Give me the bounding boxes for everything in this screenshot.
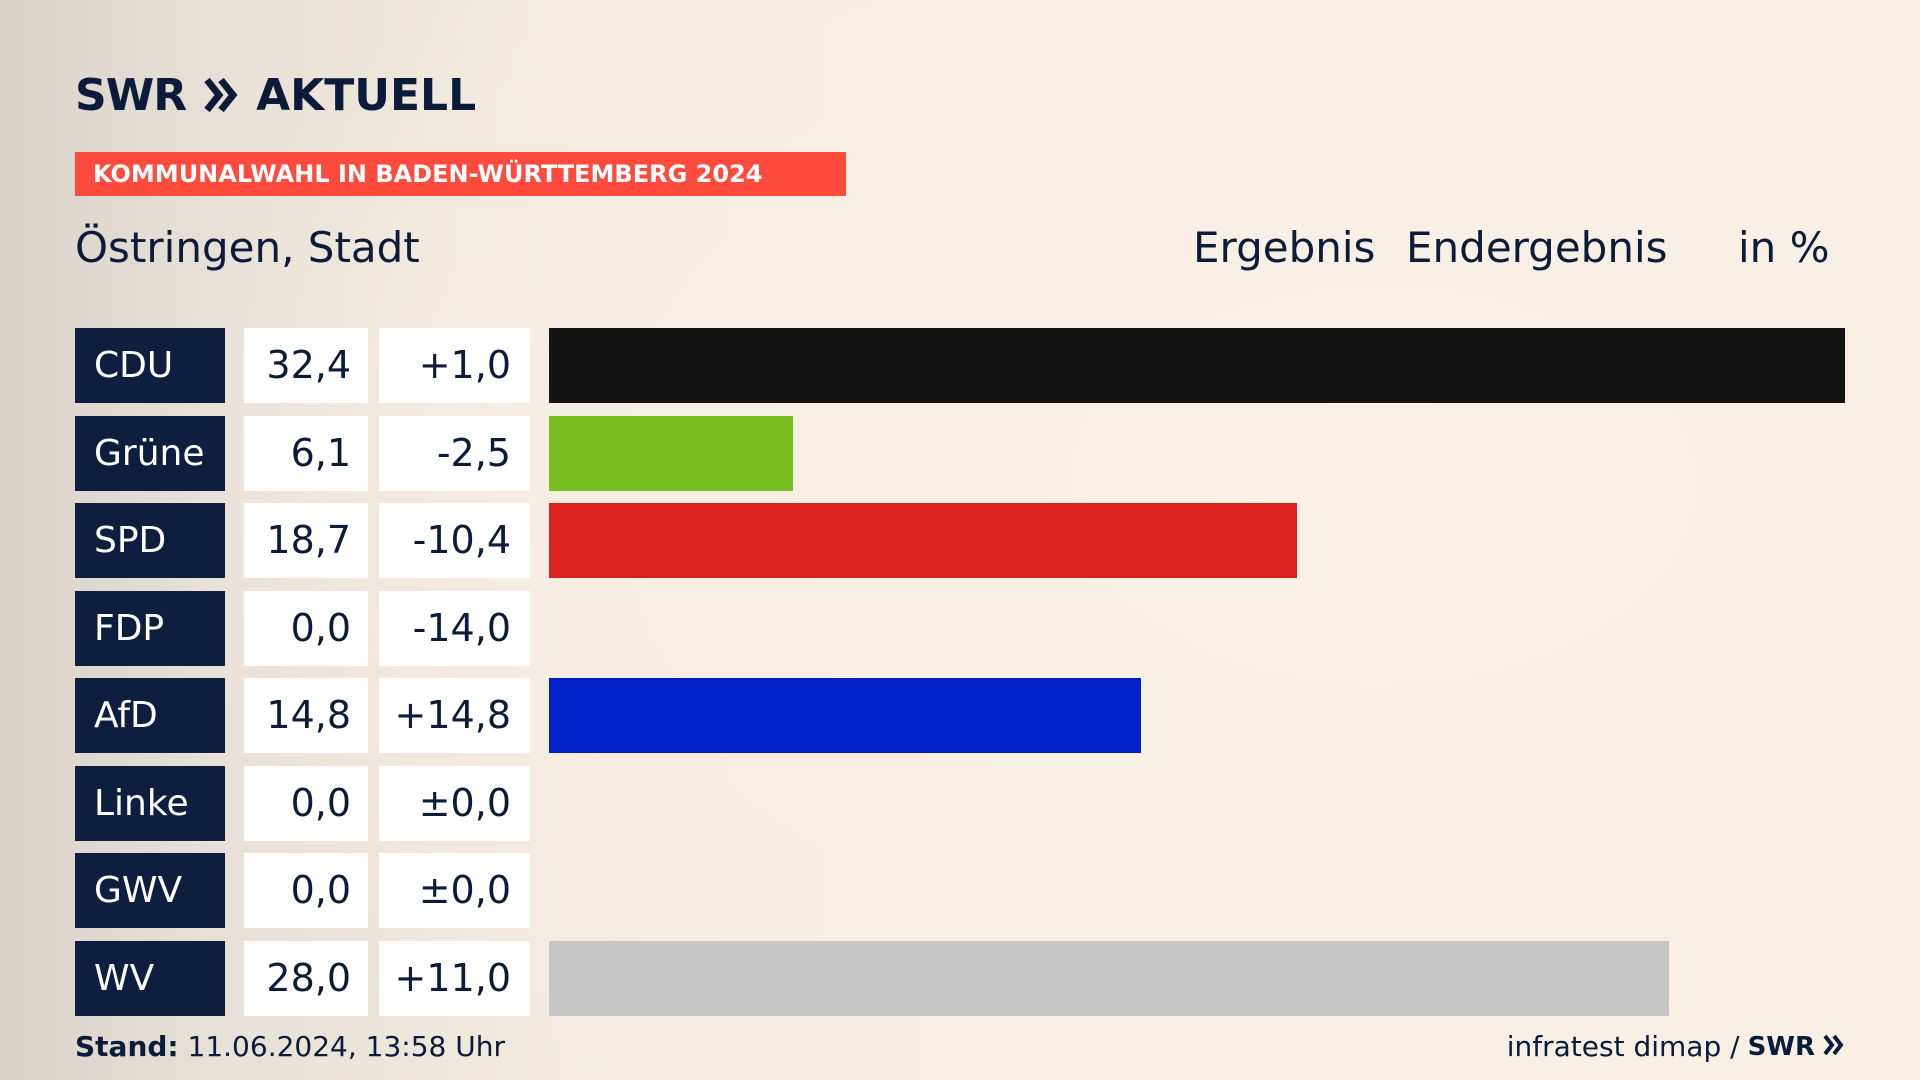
party-label: GWV xyxy=(75,853,225,928)
source-credit: infratest dimap / SWR xyxy=(1507,1030,1845,1063)
unit-label: in % xyxy=(1738,223,1830,272)
timestamp: Stand: 11.06.2024, 13:58 Uhr xyxy=(75,1030,505,1063)
vote-share-change: ±0,0 xyxy=(379,765,530,841)
result-bar xyxy=(549,503,1297,578)
party-label: AfD xyxy=(75,678,225,753)
result-status: Endergebnis xyxy=(1406,223,1668,272)
vote-share-value: 32,4 xyxy=(244,328,368,403)
vote-share-value: 0,0 xyxy=(244,853,368,928)
result-row: FDP 0,0 -14,0 xyxy=(75,590,1845,666)
vote-share-change: -14,0 xyxy=(379,590,530,666)
party-label: Grüne xyxy=(75,415,225,491)
result-row: Grüne 6,1 -2,5 xyxy=(75,415,1845,491)
result-row: AfD 14,8 +14,8 xyxy=(75,678,1845,753)
vote-share-change: +11,0 xyxy=(379,940,530,1016)
result-bar xyxy=(549,415,793,491)
vote-share-value: 0,0 xyxy=(244,590,368,666)
vote-share-change: ±0,0 xyxy=(379,853,530,928)
party-label: FDP xyxy=(75,590,225,666)
vote-share-change: +1,0 xyxy=(379,328,530,403)
vote-share-value: 14,8 xyxy=(244,678,368,753)
vote-share-change: -10,4 xyxy=(379,503,530,578)
result-row: WV 28,0 +11,0 xyxy=(75,940,1845,1016)
stand-value: 11.06.2024, 13:58 Uhr xyxy=(187,1030,505,1063)
result-bar xyxy=(549,678,1141,753)
result-row: SPD 18,7 -10,4 xyxy=(75,503,1845,578)
vote-share-value: 18,7 xyxy=(244,503,368,578)
election-banner: KOMMUNALWAHL IN BADEN-WÜRTTEMBERG 2024 xyxy=(75,152,846,196)
vote-share-value: 6,1 xyxy=(244,415,368,491)
result-row: GWV 0,0 ±0,0 xyxy=(75,853,1845,928)
source-text: infratest dimap / xyxy=(1506,1030,1740,1063)
double-chevron-icon xyxy=(204,77,238,113)
swr-aktuell-logo: SWR AKTUELL xyxy=(75,69,477,121)
stand-label: Stand: xyxy=(75,1030,179,1063)
vote-share-change: -2,5 xyxy=(379,415,530,491)
result-label: Ergebnis xyxy=(1193,223,1376,272)
result-bar xyxy=(549,940,1669,1016)
location-title: Östringen, Stadt xyxy=(75,223,420,272)
source-chevron-icon xyxy=(1823,1030,1845,1063)
source-brand: SWR xyxy=(1747,1031,1815,1062)
vote-share-value: 0,0 xyxy=(244,765,368,841)
party-label: CDU xyxy=(75,328,225,403)
party-label: WV xyxy=(75,940,225,1016)
logo-swr-text: SWR xyxy=(75,69,187,121)
party-label: Linke xyxy=(75,765,225,841)
result-row: Linke 0,0 ±0,0 xyxy=(75,765,1845,841)
result-bar xyxy=(549,328,1845,403)
vote-share-value: 28,0 xyxy=(244,940,368,1016)
result-row: CDU 32,4 +1,0 xyxy=(75,328,1845,403)
logo-aktuell-text: AKTUELL xyxy=(256,69,477,121)
vote-share-change: +14,8 xyxy=(379,678,530,753)
party-label: SPD xyxy=(75,503,225,578)
